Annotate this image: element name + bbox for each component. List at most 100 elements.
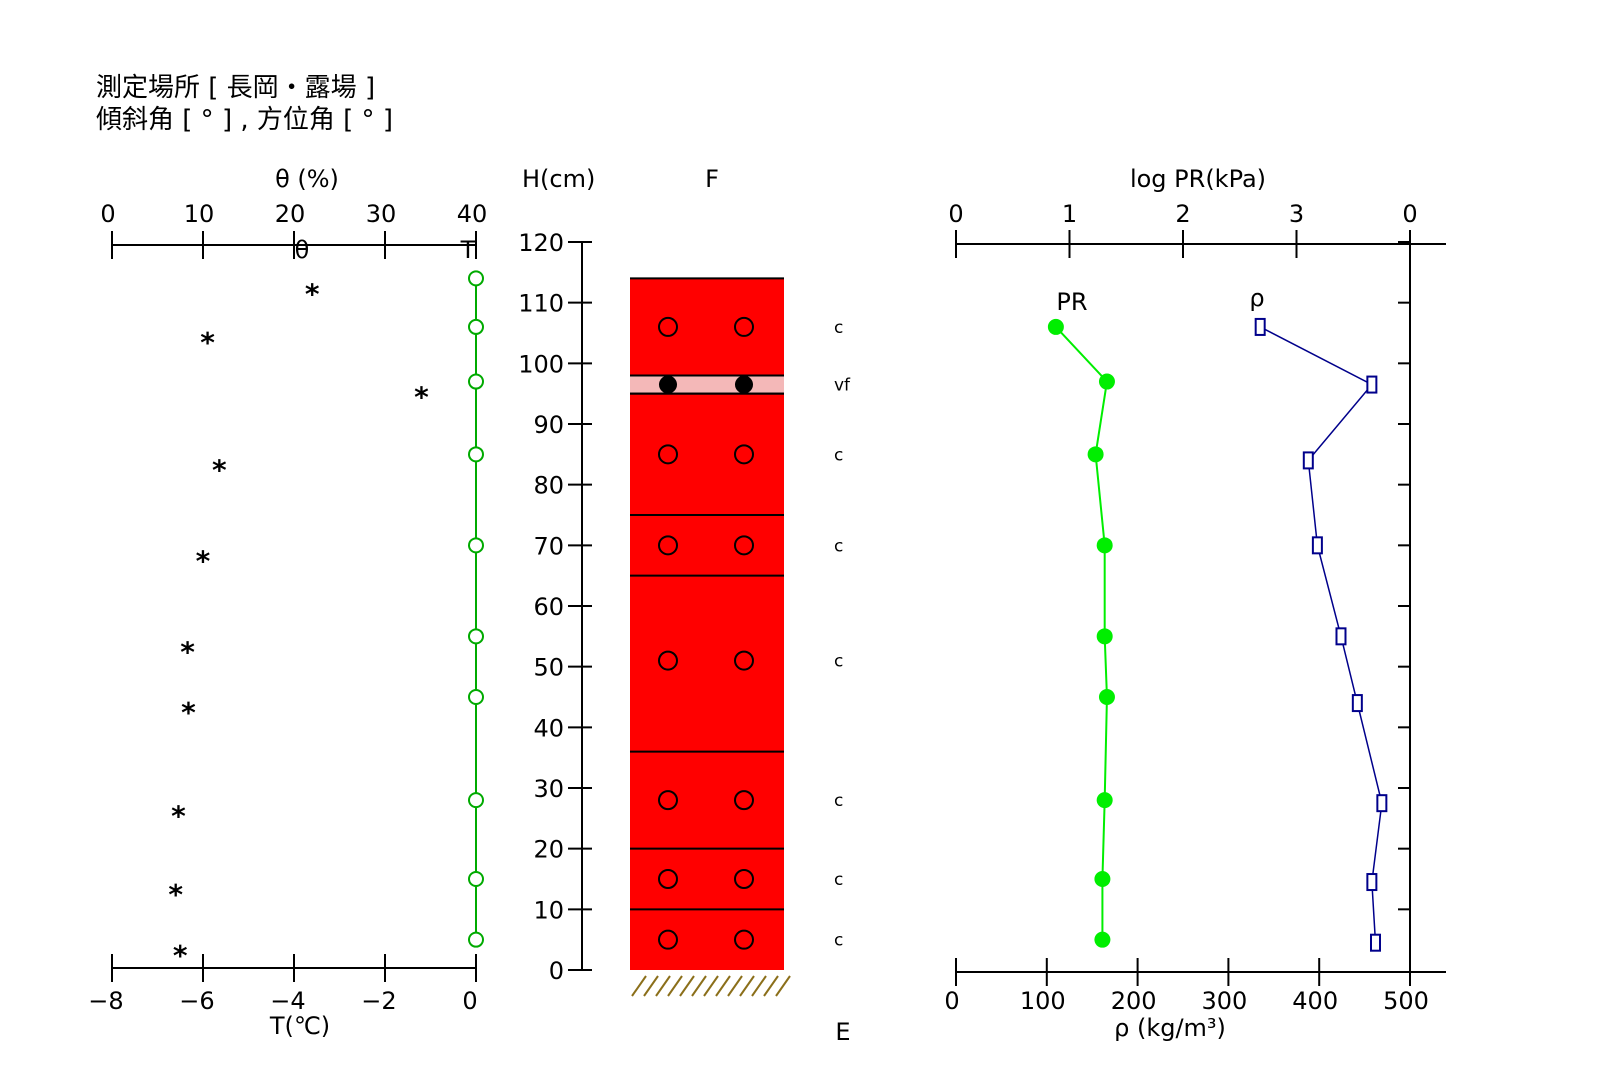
pr-point — [1096, 537, 1113, 554]
temperature-point — [468, 689, 484, 705]
theta-tick-label: 0 — [100, 200, 115, 228]
temperature-tick-label: −2 — [361, 987, 396, 1015]
grain-shape-symbol — [659, 375, 677, 394]
hardness-column-title: F — [705, 165, 719, 193]
grain-shape-symbol — [658, 869, 678, 889]
temperature-point — [468, 318, 484, 335]
grain-shape-symbol — [734, 790, 754, 811]
pr-point — [1047, 318, 1064, 335]
density-axis-title: ρ (kg/m³) — [1114, 1014, 1226, 1042]
temperature-point — [468, 270, 484, 287]
moisture-point: * — [305, 278, 320, 311]
grain-shape-symbol — [734, 929, 754, 950]
temperature-tick-label: −6 — [179, 987, 214, 1015]
chart-marks-layer: 0 10 20 30 40−8 −6 −4 −2 0********** 010203040506… — [88, 200, 1446, 1015]
grain-shape-symbol — [658, 316, 678, 337]
ground-hatch — [715, 975, 731, 997]
theta-tick-label: 30 — [366, 200, 397, 228]
density-point — [1335, 627, 1347, 646]
location-title: 測定場所 [ 長岡・露場 ] — [96, 73, 375, 103]
moisture-point: * — [180, 635, 195, 668]
temperature-point — [468, 373, 484, 390]
log-pr-axis-title: log PR(kPa) — [1130, 165, 1266, 193]
temperature-point — [468, 931, 484, 948]
density-tick-label: 400 — [1292, 987, 1338, 1015]
grain-size-label: c — [834, 652, 843, 672]
density-tick-label: 0 — [944, 987, 959, 1015]
ground-hatch — [751, 975, 767, 997]
temperature-point — [468, 446, 484, 463]
density-tick-label: 200 — [1111, 987, 1157, 1015]
height-tick-label: 50 — [533, 654, 564, 682]
ground-hatch — [739, 975, 755, 997]
moisture-point: * — [212, 453, 227, 486]
grain-shape-symbol — [658, 444, 678, 465]
moisture-point: * — [171, 799, 186, 832]
height-tick-label: 60 — [533, 593, 564, 621]
grain-size-label: c — [834, 536, 843, 556]
log-pr-tick-label: 3 — [1289, 200, 1304, 228]
density-point — [1366, 873, 1378, 892]
grain-shape-symbol — [734, 444, 754, 465]
theta-tick-label: 10 — [184, 200, 215, 228]
height-axis-title: H(cm) — [522, 165, 595, 193]
theta-tick-label: 40 — [457, 200, 488, 228]
height-tick-label: 100 — [518, 350, 564, 378]
grain-size-label: vf — [834, 376, 851, 396]
density-tick-label: 100 — [1020, 987, 1066, 1015]
grain-shape-symbol — [658, 929, 678, 950]
moisture-point: * — [181, 696, 196, 729]
grain-shape-symbol — [734, 316, 754, 337]
grain-shape-symbol — [734, 869, 754, 889]
ground-hatch — [643, 975, 659, 997]
pr-series-label: PR — [1056, 288, 1087, 316]
slope-aspect-title: 傾斜角 [ ° ] , 方位角 [ ° ] — [96, 105, 393, 135]
theta-tick-label: 20 — [275, 200, 306, 228]
temperature-axis-title: T(℃) — [269, 1012, 330, 1040]
temperature-tick-label: −4 — [270, 987, 305, 1015]
grain-shape-symbol — [658, 650, 678, 671]
pr-point — [1094, 871, 1111, 887]
moisture-point: * — [200, 326, 215, 359]
height-tick-label: 20 — [533, 836, 564, 864]
pr-point — [1098, 373, 1115, 390]
temperature-point — [468, 537, 484, 554]
temperature-tick-label: −8 — [88, 987, 123, 1015]
temperature-point — [468, 871, 484, 887]
pr-point — [1096, 628, 1113, 645]
log-pr-tick-label: 0 — [948, 200, 963, 228]
grain-size-label: c — [834, 445, 843, 465]
density-point — [1311, 536, 1323, 555]
ground-hatch — [679, 975, 695, 997]
bottom-code-label: E — [835, 1018, 850, 1046]
log-pr-tick-label: 2 — [1175, 200, 1190, 228]
pr-point — [1096, 792, 1113, 809]
height-tick-label: 90 — [533, 411, 564, 439]
height-tick-label: 10 — [533, 896, 564, 924]
grain-shape-symbol — [734, 535, 754, 556]
ground-hatch — [763, 975, 779, 997]
ground-hatch — [727, 975, 743, 997]
temperature-marker-label: T — [460, 236, 476, 264]
grain-size-label: c — [834, 791, 843, 811]
temperature-point — [468, 792, 484, 809]
grain-size-label: c — [834, 870, 843, 890]
ice-layer-band — [630, 375, 784, 394]
theta-marker-label: θ — [295, 236, 310, 264]
density-tick-label: 500 — [1383, 987, 1429, 1015]
density-point — [1376, 794, 1388, 813]
pr-point — [1087, 446, 1104, 463]
ground-hatch — [655, 975, 671, 997]
height-tick-label: 110 — [518, 290, 564, 318]
grain-shape-symbol — [658, 790, 678, 811]
ground-hatch — [631, 975, 647, 997]
height-tick-label: 70 — [533, 532, 564, 560]
moisture-point: * — [173, 939, 188, 972]
height-tick-label: 40 — [533, 714, 564, 742]
ground-hatch — [703, 975, 719, 997]
height-tick-label: 0 — [549, 957, 564, 985]
moisture-point: * — [168, 878, 183, 911]
height-tick-label: 120 — [518, 229, 564, 257]
